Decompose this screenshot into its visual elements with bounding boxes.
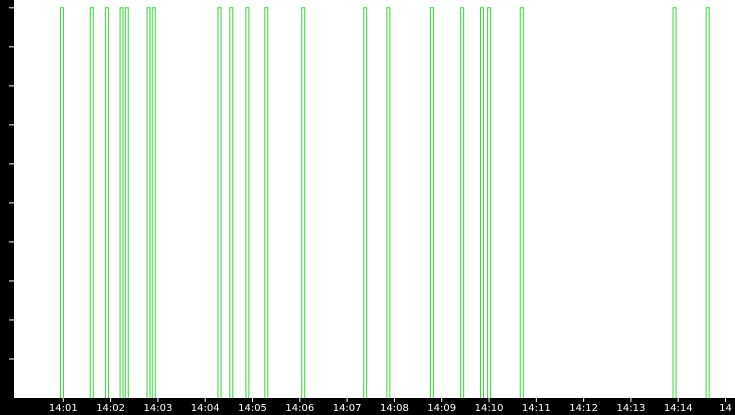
x-tick-label: 14:09 [427, 403, 456, 414]
x-tick-label: 14:06 [285, 403, 314, 414]
x-tick-label: 14:11 [522, 403, 551, 414]
x-tick-label: 14:12 [569, 403, 598, 414]
x-tick-label: 14:03 [143, 403, 172, 414]
pulse [217, 7, 222, 398]
pulse [480, 7, 485, 398]
pulse [119, 7, 124, 398]
pulse [245, 7, 250, 398]
pulse [151, 7, 156, 398]
pulse [487, 7, 492, 398]
x-tick-label: 14:04 [191, 403, 220, 414]
x-tick-label: 14:08 [380, 403, 409, 414]
x-tick-label: 14:13 [617, 403, 646, 414]
pulse [301, 7, 306, 398]
pulse [460, 7, 465, 398]
pulse [363, 7, 368, 398]
pulse [705, 7, 710, 398]
pulse [672, 7, 677, 398]
pulse [519, 7, 524, 398]
pulse [264, 7, 269, 398]
pulse [229, 7, 234, 398]
x-tick-label: 14:02 [96, 403, 125, 414]
x-tick-label: 14:01 [49, 403, 78, 414]
x-tick-label: 14:14 [664, 403, 693, 414]
pulse [89, 7, 94, 398]
x-tick-label: 14:05 [238, 403, 267, 414]
pulse [146, 7, 151, 398]
y-axis-bar [0, 0, 14, 415]
pulse [429, 7, 434, 398]
pulse [386, 7, 391, 398]
x-tick-label: 14 [719, 403, 732, 414]
pulse [124, 7, 129, 398]
x-tick-label: 14:07 [333, 403, 362, 414]
x-axis-bar [0, 398, 735, 415]
pulse [104, 7, 109, 398]
x-tick-label: 14:10 [475, 403, 504, 414]
pulse [59, 7, 64, 398]
